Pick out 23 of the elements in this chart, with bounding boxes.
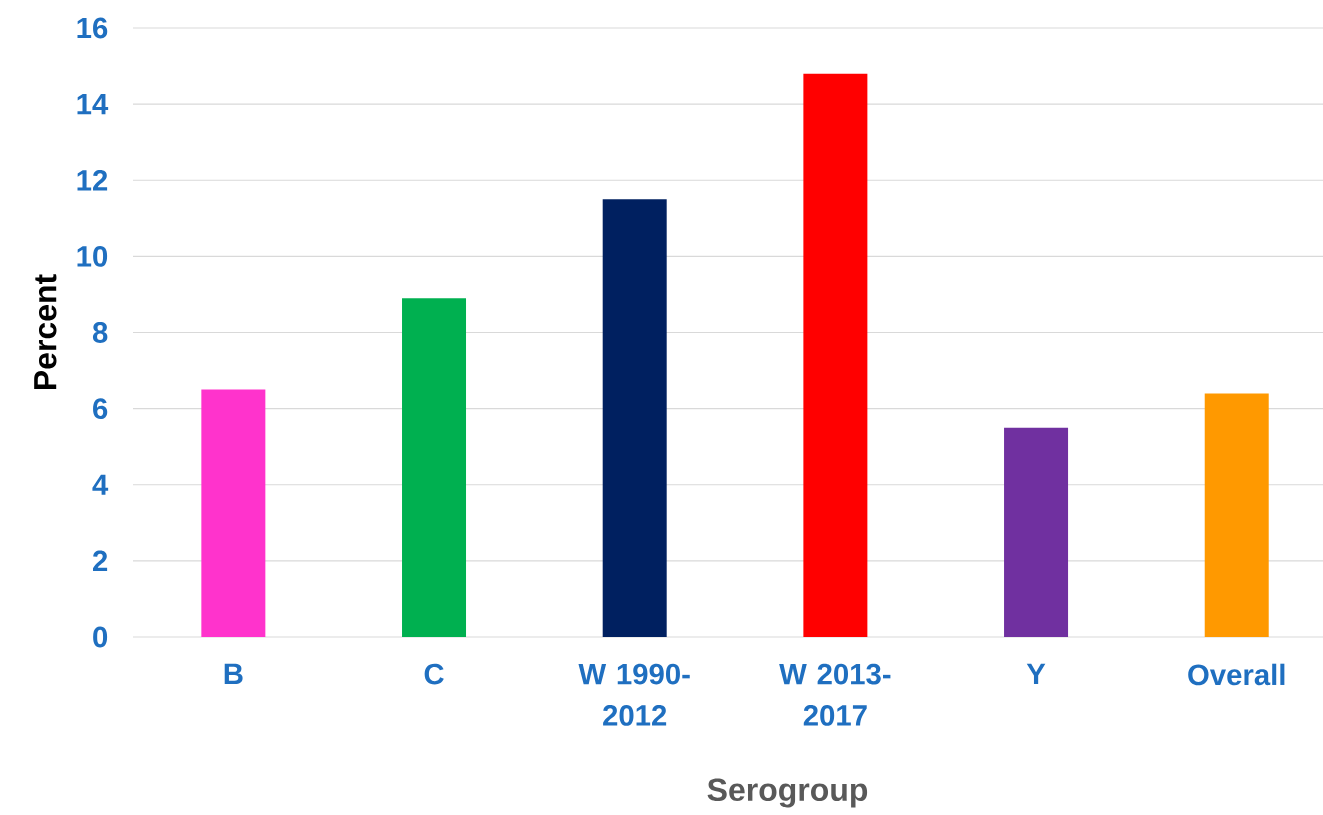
x-tick-label: B bbox=[224, 663, 243, 684]
bar bbox=[201, 389, 266, 637]
bar bbox=[402, 298, 467, 637]
y-axis-title: Percent bbox=[34, 274, 57, 390]
x-tick-label: W 1990-2012 bbox=[578, 663, 690, 726]
y-tick-label: 14 bbox=[77, 94, 109, 115]
x-tick-label: Overall bbox=[1188, 663, 1285, 686]
y-tick-label: 8 bbox=[92, 322, 108, 343]
bar bbox=[1004, 427, 1069, 637]
bar bbox=[803, 73, 868, 637]
x-tick-label: Y bbox=[1026, 663, 1046, 684]
y-tick-label: 6 bbox=[93, 398, 108, 420]
x-axis-title: Serogroup bbox=[707, 778, 868, 808]
y-tick-label: 16 bbox=[77, 17, 108, 39]
y-tick-label: 12 bbox=[77, 170, 108, 191]
y-tick-label: 10 bbox=[77, 245, 108, 267]
bar bbox=[1204, 393, 1269, 637]
y-tick-label: 4 bbox=[92, 474, 109, 495]
x-tick-label: W 2013-2017 bbox=[779, 663, 891, 726]
x-tick-label: C bbox=[424, 663, 444, 685]
bar bbox=[602, 199, 667, 637]
y-tick-label: 0 bbox=[93, 626, 108, 648]
y-tick-label: 2 bbox=[93, 550, 108, 572]
